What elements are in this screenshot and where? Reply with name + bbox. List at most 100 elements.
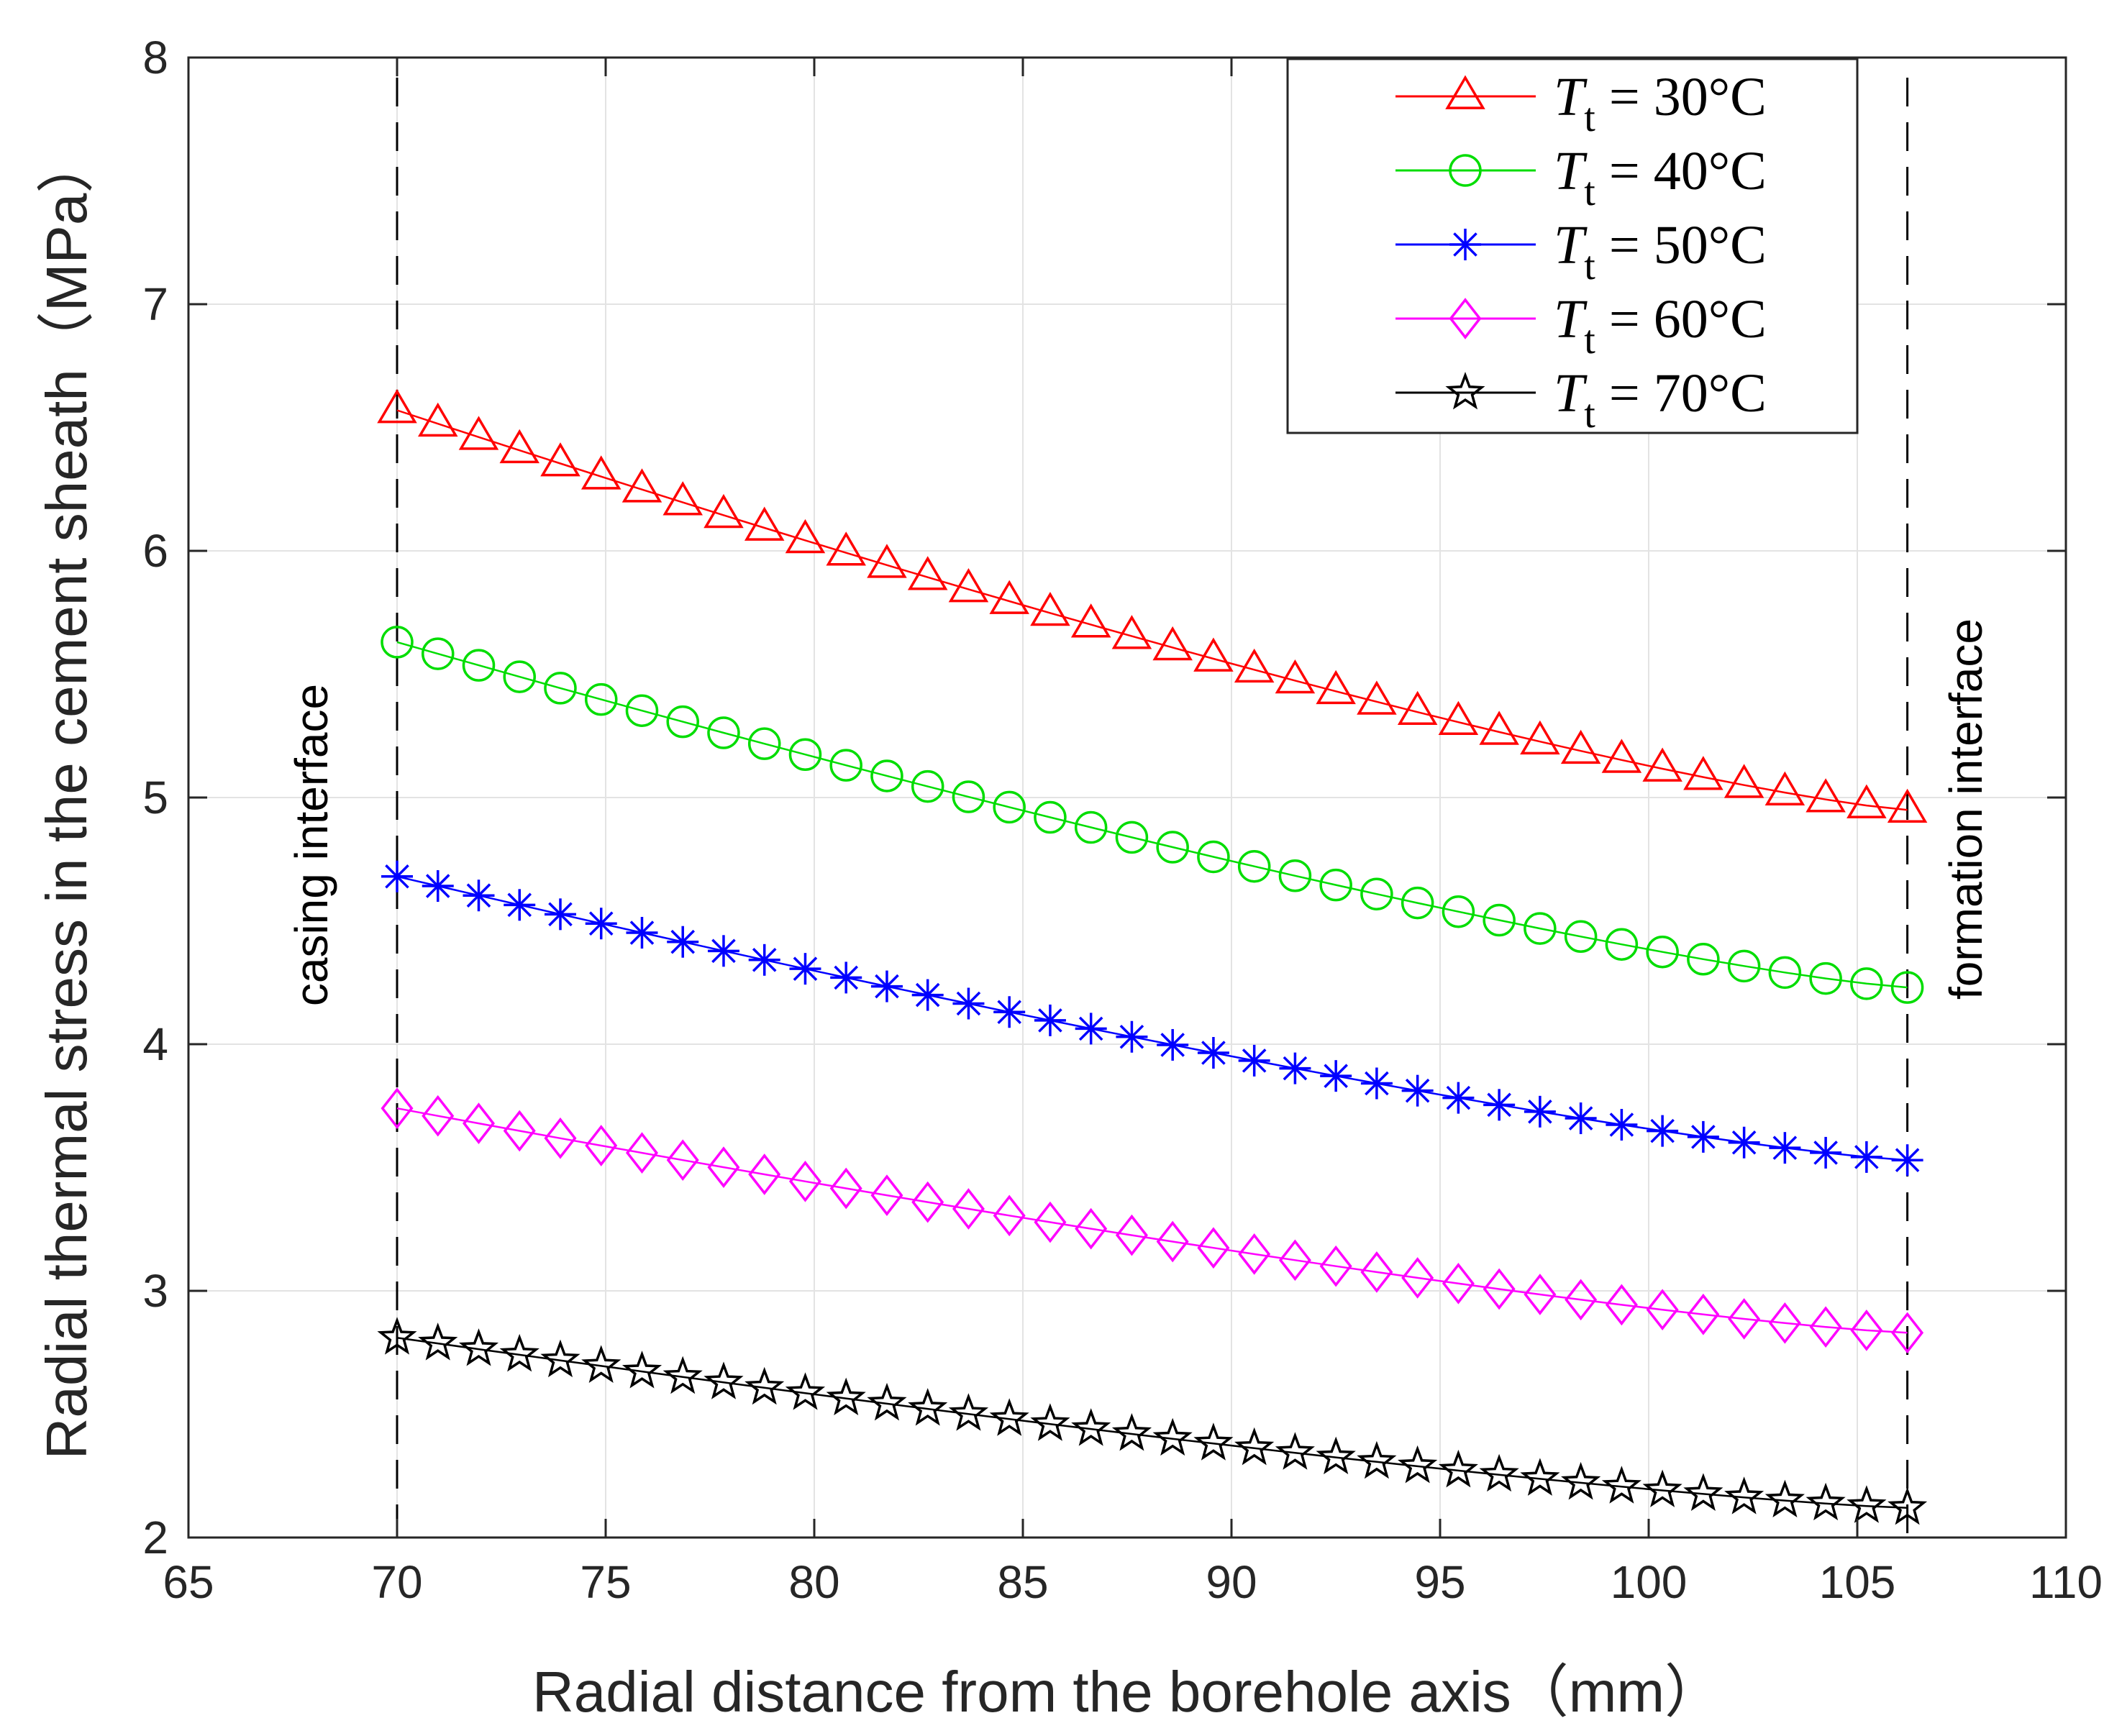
data-point <box>1605 1284 1638 1326</box>
data-point <box>1197 1036 1229 1069</box>
asterisk-stroke <box>1201 1041 1226 1065</box>
data-point <box>1683 756 1723 790</box>
legend-marker <box>1449 298 1482 339</box>
data-point <box>867 1382 907 1421</box>
data-point <box>1442 895 1475 928</box>
data-point <box>870 1174 903 1216</box>
asterisk-stroke <box>834 965 858 990</box>
interface-lines <box>396 78 1909 1538</box>
asterisk-stroke <box>793 956 818 981</box>
data-point <box>789 953 821 985</box>
data-point <box>1071 1408 1111 1446</box>
data-point <box>462 1102 495 1144</box>
legend-subscript: t <box>1584 244 1595 288</box>
asterisk-stroke <box>1731 1130 1757 1155</box>
x-tick-label: 95 <box>1414 1556 1465 1608</box>
asterisk-stroke <box>1453 232 1477 257</box>
x-tick-label: 75 <box>580 1556 631 1608</box>
data-point <box>662 1356 703 1394</box>
data-point <box>1601 739 1642 773</box>
data-point <box>948 567 989 603</box>
asterisk-stroke <box>752 948 777 972</box>
legend-subscript: t <box>1584 96 1595 140</box>
data-point <box>585 908 617 940</box>
data-point <box>666 1139 699 1182</box>
data-point <box>829 749 862 782</box>
asterisk-stroke <box>1772 1136 1798 1160</box>
data-point <box>584 682 618 716</box>
legend-subscript: t <box>1584 170 1595 214</box>
data-point <box>1238 1233 1271 1275</box>
x-axis-label: Radial distance from the borehole axis（m… <box>532 1660 1722 1724</box>
asterisk-stroke <box>1446 1085 1471 1110</box>
data-point <box>1890 971 1924 1004</box>
data-point <box>585 1125 618 1166</box>
data-point <box>544 898 576 931</box>
data-point <box>1234 1427 1275 1466</box>
data-point <box>826 1377 866 1416</box>
legend-value: = 70°C <box>1595 363 1767 424</box>
data-point <box>1034 1201 1067 1243</box>
data-point <box>1111 615 1152 649</box>
data-point <box>540 442 580 477</box>
data-point <box>1646 935 1679 969</box>
data-point <box>621 468 662 503</box>
y-tick-label: 6 <box>142 525 168 577</box>
y-axis-label: Radial thermal stress in the cement shea… <box>35 136 99 1460</box>
x-tick-label: 90 <box>1206 1556 1257 1608</box>
data-point <box>1030 591 1070 626</box>
data-point <box>1483 1089 1516 1121</box>
data-point <box>418 1322 458 1361</box>
data-point <box>381 1087 414 1130</box>
data-point <box>1152 1417 1193 1456</box>
y-tick-label: 4 <box>142 1018 168 1070</box>
data-point <box>911 979 944 1011</box>
data-point <box>867 544 907 578</box>
asterisk-stroke <box>670 929 696 954</box>
data-point <box>1561 1461 1601 1500</box>
data-point <box>1237 849 1271 883</box>
data-point <box>870 759 903 792</box>
legend-value: = 60°C <box>1595 289 1767 350</box>
legend-label: Tt = 40°C <box>1554 141 1767 214</box>
series-line <box>396 641 1908 989</box>
series-layer <box>377 389 1928 1525</box>
data-point <box>544 672 577 705</box>
data-point <box>707 935 739 967</box>
data-point <box>1401 1257 1434 1299</box>
data-point <box>1809 961 1842 995</box>
data-point <box>1687 943 1720 976</box>
data-point <box>1156 1220 1189 1263</box>
data-point <box>499 429 539 464</box>
data-point <box>1727 949 1761 983</box>
data-point <box>830 961 862 994</box>
asterisk-stroke <box>1160 1033 1185 1057</box>
series-4 <box>377 1317 1928 1525</box>
data-point <box>1070 603 1111 638</box>
data-point <box>1483 903 1516 937</box>
x-tick-label: 80 <box>788 1556 839 1608</box>
data-point <box>463 880 495 912</box>
x-tick-label: 105 <box>1819 1556 1896 1608</box>
formation-interface-label: formation interface <box>1940 618 1992 1000</box>
data-point <box>1846 784 1887 818</box>
data-point <box>422 1095 455 1137</box>
data-point <box>1850 1310 1883 1351</box>
x-tick-label: 65 <box>163 1556 214 1608</box>
asterisk-stroke <box>466 883 491 908</box>
casing-interface-label: casing interface <box>286 684 337 1006</box>
data-point <box>1278 859 1312 892</box>
legend-entry-0: Tt = 30°C <box>1395 67 1767 140</box>
asterisk-stroke <box>915 982 940 1008</box>
data-point <box>1357 680 1397 715</box>
data-point <box>1687 1293 1720 1335</box>
data-point <box>1520 720 1560 755</box>
legend-var: T <box>1554 141 1588 201</box>
annotations: casing interface formation interface <box>286 618 1992 1006</box>
data-point <box>911 769 944 803</box>
legend-entry-3: Tt = 60°C <box>1395 289 1767 362</box>
data-point <box>788 738 822 771</box>
data-point <box>1564 920 1598 954</box>
data-point <box>1156 831 1189 864</box>
